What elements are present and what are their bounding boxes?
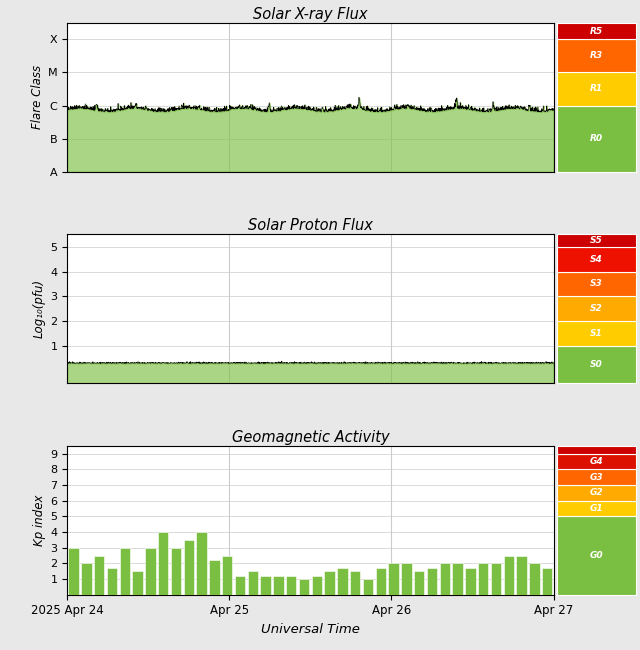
- Bar: [324, 571, 335, 595]
- Bar: [312, 576, 322, 595]
- Bar: [107, 568, 117, 595]
- Bar: [286, 576, 296, 595]
- Bar: [491, 564, 501, 595]
- Text: G3: G3: [589, 473, 603, 482]
- Bar: [427, 568, 437, 595]
- Text: G2: G2: [589, 488, 603, 497]
- Text: G4: G4: [589, 457, 603, 466]
- Text: R0: R0: [589, 134, 603, 143]
- Bar: [465, 568, 476, 595]
- Bar: [81, 564, 92, 595]
- Text: S4: S4: [590, 255, 602, 264]
- Bar: [209, 560, 220, 595]
- Bar: [299, 579, 309, 595]
- Bar: [542, 568, 552, 595]
- Title: Solar X-ray Flux: Solar X-ray Flux: [253, 6, 367, 21]
- Text: R5: R5: [589, 27, 603, 36]
- Bar: [94, 556, 104, 595]
- Text: S5: S5: [590, 236, 602, 245]
- Bar: [376, 568, 386, 595]
- Bar: [196, 532, 207, 595]
- Text: S3: S3: [590, 280, 602, 289]
- Bar: [337, 568, 348, 595]
- Bar: [222, 556, 232, 595]
- Bar: [388, 564, 399, 595]
- Bar: [350, 571, 360, 595]
- Text: R1: R1: [589, 84, 603, 94]
- Text: G0: G0: [589, 551, 603, 560]
- Title: Solar Proton Flux: Solar Proton Flux: [248, 218, 373, 233]
- X-axis label: Universal Time: Universal Time: [261, 623, 360, 636]
- Y-axis label: Log₁₀(pfu): Log₁₀(pfu): [33, 280, 46, 338]
- Bar: [68, 548, 79, 595]
- Text: S1: S1: [590, 329, 602, 338]
- Bar: [120, 548, 130, 595]
- Y-axis label: Flare Class: Flare Class: [31, 65, 44, 129]
- Bar: [132, 571, 143, 595]
- Bar: [452, 564, 463, 595]
- Bar: [273, 576, 284, 595]
- Y-axis label: Kp index: Kp index: [33, 495, 46, 546]
- Bar: [145, 548, 156, 595]
- Bar: [363, 579, 373, 595]
- Title: Geomagnetic Activity: Geomagnetic Activity: [232, 430, 389, 445]
- Bar: [184, 540, 194, 595]
- Bar: [260, 576, 271, 595]
- Text: S0: S0: [590, 360, 602, 369]
- Text: S2: S2: [590, 304, 602, 313]
- Bar: [516, 556, 527, 595]
- Bar: [235, 576, 245, 595]
- Bar: [414, 571, 424, 595]
- Bar: [529, 564, 540, 595]
- Bar: [158, 532, 168, 595]
- Bar: [171, 548, 181, 595]
- Text: R3: R3: [589, 51, 603, 60]
- Bar: [248, 571, 258, 595]
- Bar: [401, 564, 412, 595]
- Bar: [440, 564, 450, 595]
- Bar: [504, 556, 514, 595]
- Text: G1: G1: [589, 504, 603, 513]
- Bar: [478, 564, 488, 595]
